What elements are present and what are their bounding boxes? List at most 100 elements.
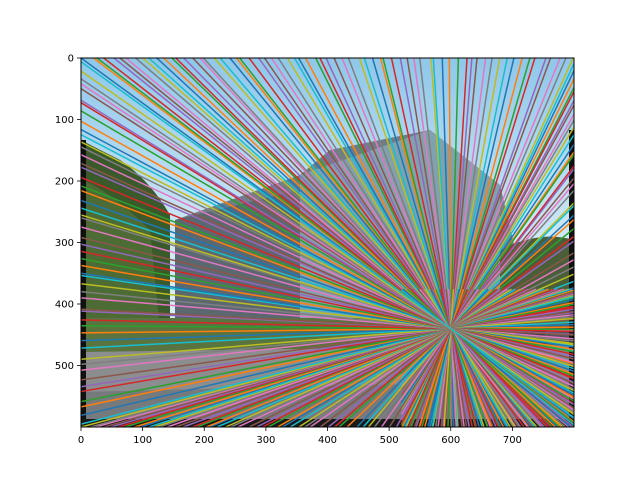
series-line bbox=[327, 288, 501, 427]
series-line bbox=[248, 288, 532, 427]
series-line bbox=[434, 58, 493, 427]
series-line bbox=[424, 288, 516, 427]
series-line bbox=[319, 288, 504, 427]
series-line bbox=[286, 58, 512, 427]
x-axis: 0 100 200 300 400 500 600 700 bbox=[78, 427, 522, 446]
series-line bbox=[81, 264, 574, 351]
series-line bbox=[81, 120, 574, 399]
x-tick-label: 300 bbox=[256, 435, 275, 446]
y-tick-label: 300 bbox=[55, 238, 74, 249]
series-line bbox=[163, 58, 557, 427]
series-line bbox=[81, 317, 574, 361]
series-line bbox=[81, 324, 574, 331]
x-tick-label: 600 bbox=[441, 435, 460, 446]
x-tick-label: 100 bbox=[133, 435, 152, 446]
y-tick-label: 200 bbox=[55, 177, 74, 188]
series-line bbox=[81, 78, 574, 413]
series-line bbox=[298, 288, 512, 427]
series-line bbox=[406, 288, 561, 427]
series-line bbox=[304, 58, 505, 427]
y-tick-label: 400 bbox=[55, 300, 74, 311]
x-tick-label: 400 bbox=[318, 435, 337, 446]
series-line bbox=[81, 297, 574, 340]
series-line bbox=[388, 288, 476, 427]
series-line bbox=[81, 110, 574, 403]
series-line bbox=[81, 226, 574, 364]
series-line bbox=[81, 61, 574, 419]
series-line bbox=[81, 303, 574, 403]
series-line bbox=[297, 58, 507, 427]
series-line bbox=[421, 58, 531, 427]
series-line bbox=[81, 301, 574, 408]
series-line bbox=[81, 272, 574, 348]
series-line bbox=[371, 58, 480, 427]
y-tick-label: 100 bbox=[55, 115, 74, 126]
series-line bbox=[81, 295, 574, 425]
series-line bbox=[441, 58, 455, 427]
series-line bbox=[423, 58, 523, 427]
series-line bbox=[449, 289, 453, 427]
series-line bbox=[202, 58, 542, 427]
series-line bbox=[380, 288, 480, 427]
series-line bbox=[81, 308, 574, 336]
series-line bbox=[413, 58, 552, 427]
series-line bbox=[81, 207, 574, 370]
series-line bbox=[81, 99, 574, 406]
series-line bbox=[319, 58, 500, 427]
series-line bbox=[213, 58, 538, 427]
series-line bbox=[418, 289, 465, 427]
series-line bbox=[427, 58, 515, 427]
series-line bbox=[447, 58, 460, 427]
series-line bbox=[346, 288, 493, 427]
series-line bbox=[81, 313, 574, 372]
series-line bbox=[81, 133, 574, 395]
series-line bbox=[440, 58, 478, 427]
series-line bbox=[175, 58, 552, 427]
series-line bbox=[373, 288, 482, 427]
series-line bbox=[81, 326, 574, 334]
series-line bbox=[429, 288, 502, 427]
x-tick-label: 0 bbox=[78, 435, 84, 446]
series-line bbox=[135, 58, 567, 427]
series-line bbox=[81, 319, 574, 333]
series-line bbox=[435, 288, 489, 427]
y-tick-label: 0 bbox=[68, 54, 74, 65]
series-line bbox=[443, 289, 455, 427]
series-line bbox=[81, 250, 574, 356]
series-line bbox=[407, 288, 469, 427]
series-line bbox=[395, 288, 474, 427]
series-line bbox=[445, 289, 463, 427]
series-line bbox=[439, 289, 477, 427]
series-line bbox=[447, 289, 457, 427]
y-tick-label: 500 bbox=[55, 361, 74, 372]
series-line bbox=[81, 236, 574, 360]
series-line bbox=[81, 282, 574, 345]
y-axis: 0 100 200 300 400 500 bbox=[55, 54, 81, 372]
series-line bbox=[81, 70, 574, 416]
series-line bbox=[412, 288, 545, 427]
series-line bbox=[428, 289, 460, 427]
series-line bbox=[390, 58, 474, 427]
series-line bbox=[81, 176, 574, 380]
series-line bbox=[406, 58, 468, 427]
series-line bbox=[81, 306, 574, 393]
series-line bbox=[81, 128, 574, 396]
series-line bbox=[363, 58, 483, 427]
x-tick-label: 200 bbox=[195, 435, 214, 446]
series-line bbox=[81, 298, 574, 417]
series-line bbox=[81, 310, 574, 381]
series-line bbox=[81, 323, 574, 342]
series-line bbox=[427, 288, 509, 427]
series-line bbox=[81, 154, 574, 388]
series-line bbox=[248, 58, 525, 427]
series-line bbox=[81, 141, 574, 392]
series-line bbox=[81, 321, 574, 349]
series-line bbox=[325, 58, 497, 427]
series-line bbox=[81, 308, 574, 388]
line-series-group bbox=[81, 58, 574, 427]
series-line bbox=[81, 214, 574, 368]
series-line bbox=[81, 199, 574, 373]
series-line bbox=[437, 58, 487, 427]
series-line bbox=[356, 288, 489, 427]
